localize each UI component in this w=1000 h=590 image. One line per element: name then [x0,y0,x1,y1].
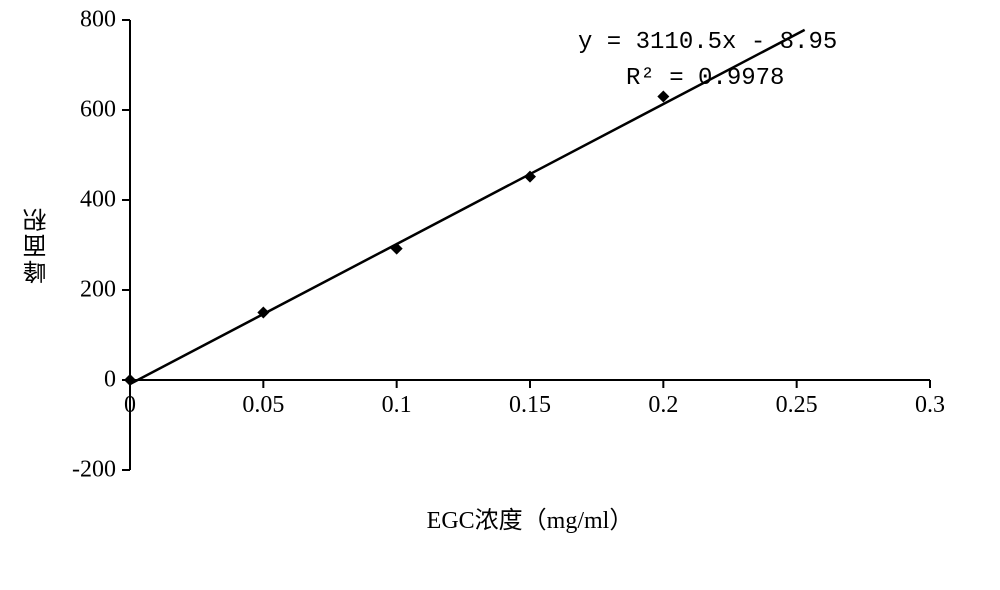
data-point-marker [257,307,269,319]
y-tick-label: 800 [80,7,116,34]
chart-container: 峰面积 EGC浓度（mg/ml） y = 3110.5x - 8.95 R² =… [0,0,1000,590]
x-tick-label: 0.25 [776,392,818,419]
x-tick-label: 0.15 [509,392,551,419]
data-point-marker [124,374,136,386]
data-point-marker [391,243,403,255]
y-tick-label: 0 [104,367,116,394]
x-axis-label: EGC浓度（mg/ml） [130,500,930,535]
data-point-marker [524,171,536,183]
x-tick-label: 0.05 [242,392,284,419]
data-point-marker [657,91,669,103]
y-tick-label: 200 [80,277,116,304]
x-tick-label: 0.1 [382,392,412,419]
x-tick-label: 0.2 [648,392,678,419]
r2-text: R² = 0.9978 [626,65,784,92]
y-tick-label: 600 [80,97,116,124]
y-tick-label: -200 [72,457,116,484]
x-tick-label: 0.3 [915,392,945,419]
x-tick-label: 0 [124,392,136,419]
equation-text: y = 3110.5x - 8.95 [578,29,837,56]
y-axis-label: 峰面积 [20,155,55,335]
y-tick-label: 400 [80,187,116,214]
